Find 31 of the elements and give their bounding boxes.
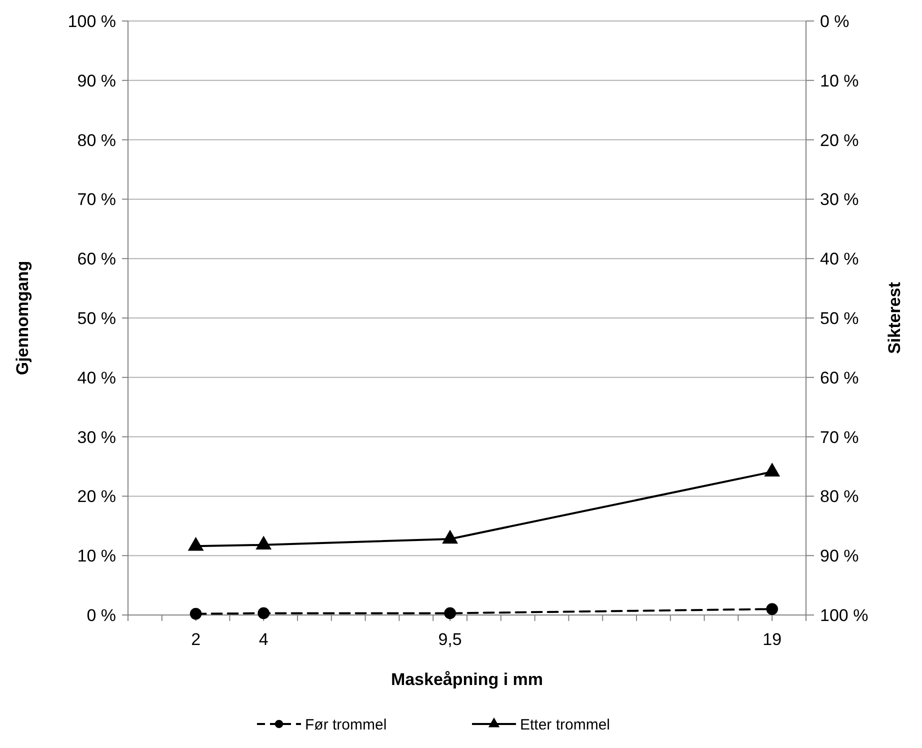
y-tick-label: 40 % (77, 368, 116, 388)
y-tick-label: 0 % (86, 606, 116, 625)
legend-label: Etter trommel (520, 716, 610, 734)
y-tick-label: 30 % (77, 428, 116, 447)
y2-tick-label: 70 % (820, 428, 859, 447)
y2-tick-label: 100 % (820, 606, 868, 625)
legend-label: Før trommel (305, 716, 387, 734)
y-tick-label: 10 % (77, 546, 116, 566)
y-tick-label: 70 % (77, 190, 116, 210)
y2-tick-label: 20 % (820, 130, 859, 150)
y-tick-label: 80 % (77, 130, 116, 150)
x-tick-label: 4 (258, 630, 268, 649)
y-tick-label: 100 % (68, 12, 116, 31)
y-tick-label: 90 % (77, 71, 116, 90)
y-tick-label: 60 % (77, 250, 116, 269)
x-tick-label: 9,5 (438, 630, 462, 649)
x-axis-title: Maskeåpning i mm (390, 670, 544, 689)
y2-tick-label: 90 % (820, 546, 859, 566)
x-tick-label: 19 (762, 630, 782, 649)
y2-tick-label: 60 % (820, 368, 859, 388)
y2-tick-label: 30 % (820, 190, 859, 210)
y-tick-label: 20 % (77, 487, 116, 506)
y-tick-label: 50 % (77, 308, 116, 328)
y2-axis-title: Sikterest (885, 282, 904, 354)
y2-tick-label: 80 % (820, 487, 859, 506)
y-axis-title: Gjennomgang (13, 260, 32, 376)
y2-tick-label: 40 % (820, 250, 859, 269)
x-tick-label: 2 (191, 630, 201, 649)
y2-tick-label: 0 % (820, 12, 850, 31)
y2-tick-label: 50 % (820, 308, 859, 328)
y2-tick-label: 10 % (820, 71, 859, 90)
